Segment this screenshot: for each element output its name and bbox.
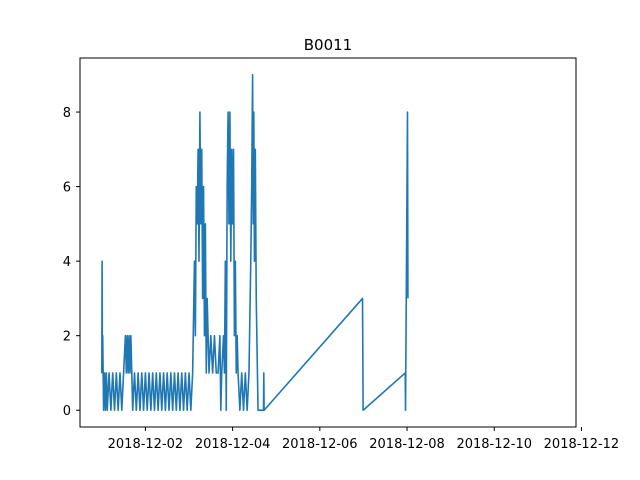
x-tick-label: 2018-12-02: [108, 437, 184, 452]
x-tick-label: 2018-12-10: [456, 437, 532, 452]
y-tick-label: 8: [63, 106, 71, 121]
plot-layer: [101, 73, 409, 412]
y-tick-label: 2: [63, 330, 71, 345]
x-tick-label: 2018-12-08: [369, 437, 445, 452]
x-tick-label: 2018-12-12: [544, 437, 620, 452]
y-tick-label: 0: [63, 404, 71, 419]
y-tick-label: 6: [63, 181, 71, 196]
axis-layer: 2018-12-02 2018-12-04 2018-12-06 2018-12-08…: [63, 106, 620, 452]
x-tick-label: 2018-12-04: [195, 437, 271, 452]
series-line-0: [101, 73, 409, 412]
chart-title: B0011: [304, 36, 352, 54]
x-tick-label: 2018-12-06: [282, 437, 358, 452]
y-tick-label: 4: [63, 255, 71, 270]
plot-frame: [79, 57, 577, 428]
